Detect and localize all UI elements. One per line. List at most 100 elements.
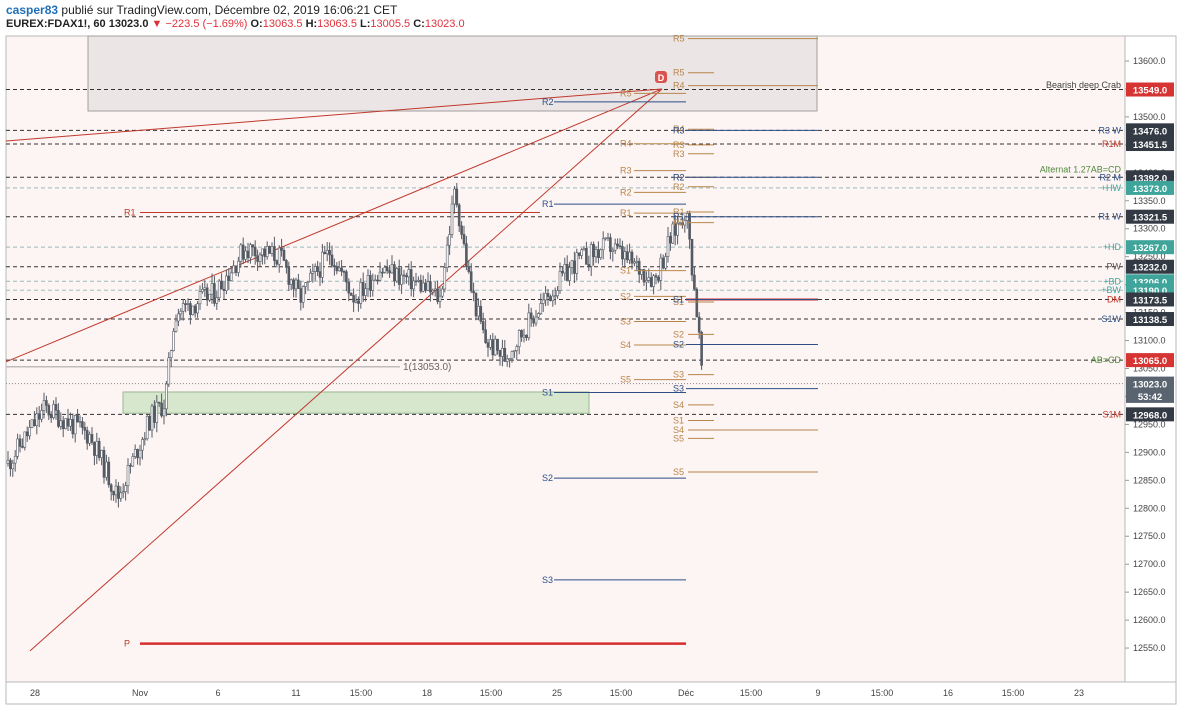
level-label: Alternat 1.27AB=CD — [1040, 164, 1122, 174]
candle — [575, 252, 579, 274]
candle — [558, 270, 562, 291]
candle — [277, 247, 281, 265]
plot-area[interactable] — [5, 35, 1126, 683]
candle — [606, 237, 610, 239]
pivot-label: S5 — [673, 433, 684, 443]
candle — [78, 421, 82, 423]
candle — [465, 243, 468, 267]
candle — [282, 250, 286, 261]
candle — [438, 295, 442, 302]
candle — [673, 223, 677, 236]
candle — [407, 269, 411, 278]
y-tick-label: 12750.0 — [1133, 531, 1166, 541]
price-tag-label: 13549.0 — [1133, 86, 1167, 97]
candle — [340, 267, 343, 272]
candle — [604, 237, 607, 240]
symbol-label[interactable]: EUREX:FDAX1!, 60 — [6, 18, 106, 30]
candle — [460, 225, 463, 235]
candle — [273, 246, 276, 261]
candle — [563, 264, 567, 274]
x-tick-label: 15:00 — [1002, 688, 1025, 698]
price-tag-label: 13173.5 — [1133, 295, 1168, 306]
candle — [251, 244, 255, 248]
candle — [167, 357, 171, 385]
candle — [587, 264, 591, 267]
candle — [198, 291, 202, 305]
candle — [145, 416, 149, 440]
candle — [373, 279, 377, 282]
candle — [378, 271, 382, 281]
candle — [661, 257, 665, 269]
candle — [220, 280, 223, 290]
candle — [335, 266, 339, 272]
candle — [357, 300, 360, 304]
candle — [150, 405, 154, 431]
candle — [597, 249, 600, 258]
pivot-label: R1 — [673, 218, 685, 228]
price-tag — [1126, 180, 1174, 195]
candle — [47, 405, 51, 416]
candle — [181, 303, 185, 312]
candle — [443, 267, 447, 290]
trend-line[interactable] — [5, 88, 663, 363]
candle — [498, 349, 502, 357]
candle — [359, 282, 363, 304]
open-value: 13063.5 — [262, 18, 303, 30]
candle — [83, 427, 87, 431]
publish-info: publié sur TradingView.com, Décembre 02,… — [61, 3, 398, 17]
candle — [640, 269, 643, 275]
candle — [409, 269, 413, 290]
price-tag — [1126, 123, 1174, 138]
candle — [419, 279, 423, 292]
candle — [193, 305, 197, 314]
candle — [169, 350, 173, 359]
price-tag — [1126, 137, 1174, 152]
candle — [229, 272, 233, 281]
candle — [61, 420, 65, 429]
x-tick-label: 25 — [552, 688, 562, 698]
level-label: +HD — [1103, 242, 1122, 252]
candle — [613, 243, 617, 251]
candle — [133, 449, 137, 457]
y-tick-label: 13350.0 — [1133, 196, 1166, 206]
candle — [297, 279, 300, 289]
price-tag-label: 13232.0 — [1133, 263, 1167, 274]
candle — [114, 485, 118, 496]
candle — [208, 293, 211, 301]
candle — [141, 439, 144, 451]
price-tag — [1126, 209, 1174, 224]
point-d-marker[interactable] — [655, 71, 667, 83]
x-tick-label: 15:00 — [871, 688, 894, 698]
time-axis[interactable] — [5, 681, 1177, 705]
low-label: L: — [360, 18, 371, 30]
candle — [107, 461, 111, 486]
demand-zone[interactable] — [122, 391, 590, 414]
trend-line[interactable] — [5, 88, 663, 142]
trend-line[interactable] — [29, 88, 663, 652]
candle — [481, 321, 485, 331]
candle — [700, 331, 703, 366]
author-link[interactable]: casper83 — [6, 3, 59, 17]
x-tick-label: 15:00 — [350, 688, 373, 698]
pivot-label: R2 — [673, 182, 685, 192]
publish-line: casper83 publié sur TradingView.com, Déc… — [6, 3, 397, 17]
x-tick-label: 28 — [30, 688, 40, 698]
candle — [383, 267, 387, 273]
price-tag-label: 13065.0 — [1133, 356, 1167, 367]
pivot-label: S1 — [673, 294, 684, 304]
candle — [85, 430, 89, 444]
harmonic-zone[interactable] — [87, 35, 818, 112]
open-label: O: — [250, 18, 263, 30]
candle — [90, 434, 94, 443]
candle — [258, 254, 262, 262]
candle — [268, 246, 271, 254]
candle — [304, 282, 307, 287]
candle — [479, 305, 483, 322]
candle — [431, 289, 435, 293]
candle — [599, 249, 603, 258]
price-tag-label: 13267.0 — [1133, 243, 1167, 254]
candle — [402, 274, 406, 277]
candle — [474, 292, 478, 317]
candle — [66, 418, 70, 427]
